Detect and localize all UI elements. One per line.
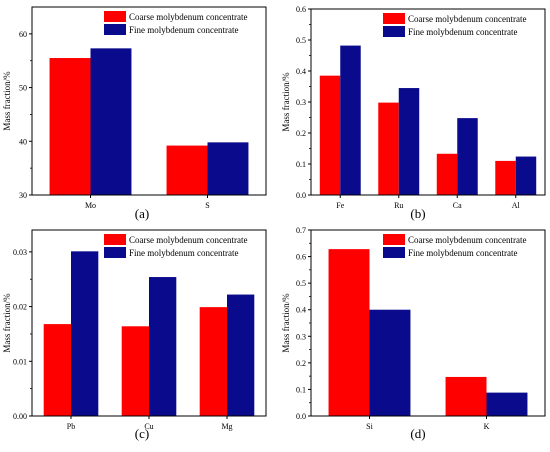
bar-coarse-ca xyxy=(436,153,458,195)
plot-frame xyxy=(31,6,267,196)
bar-fine-ca xyxy=(457,118,478,195)
legend-swatch-coarse xyxy=(383,234,405,245)
x-tick-label-mo: Mo xyxy=(85,201,96,210)
bar-fine-al xyxy=(515,156,537,195)
legend-label-coarse: Coarse molybdenum concentrate xyxy=(129,235,247,245)
bar-fine-ru xyxy=(398,88,420,195)
y-tick-label: 0.00 xyxy=(13,412,27,421)
bar-coarse-al xyxy=(495,160,516,195)
bar-fine-s xyxy=(207,142,249,195)
y-tick-label: 0.5 xyxy=(296,279,306,288)
y-tick-label: 0.4 xyxy=(296,306,306,315)
legend-label-fine: Fine molybdenum concentrate xyxy=(129,25,238,35)
bar-fine-fe xyxy=(340,45,361,195)
x-tick-label-s: S xyxy=(205,201,209,210)
y-tick-label: 0.0 xyxy=(296,191,306,200)
y-tick-label: 0.1 xyxy=(296,385,306,394)
panel-label: (c) xyxy=(135,426,149,441)
y-tick-label: 30 xyxy=(19,191,27,200)
legend-swatch-coarse xyxy=(104,11,126,22)
x-tick-label-mg: Mg xyxy=(221,422,232,431)
bar-coarse-mg xyxy=(199,307,227,416)
y-tick-label: 0.2 xyxy=(296,129,306,138)
legend-label-fine: Fine molybdenum concentrate xyxy=(129,248,238,258)
y-axis-title: Mass fraction/% xyxy=(281,72,291,132)
y-tick-label: 50 xyxy=(19,84,27,93)
y-tick-label: 0.2 xyxy=(296,359,306,368)
x-tick-label-al: Al xyxy=(512,201,521,210)
y-tick-label: 0.6 xyxy=(296,253,306,262)
chart-panel-2: Fe Ru Ca Al 0.0 0.1 0.2 0.3 0.4 0.5 0.6 Mass fracti… xyxy=(281,5,546,221)
y-tick-label: 0.3 xyxy=(296,332,306,341)
plot-frame xyxy=(31,229,267,417)
plot-frame xyxy=(310,8,546,196)
bar-coarse-si xyxy=(328,249,370,416)
x-tick-label-si: Si xyxy=(366,422,373,431)
chart-panel-1: Mo S 30 40 50 60 Mass fraction/% Coarse molybde… xyxy=(2,6,267,221)
panel-label: (a) xyxy=(135,206,149,221)
legend-swatch-fine xyxy=(383,247,405,258)
legend-swatch-fine xyxy=(383,26,405,37)
y-tick-label: 0.0 xyxy=(296,412,306,421)
legend-label-fine: Fine molybdenum concentrate xyxy=(408,248,517,258)
legend-label-coarse: Coarse molybdenum concentrate xyxy=(408,14,526,24)
plot-frame xyxy=(310,229,546,417)
legend-swatch-fine xyxy=(104,24,126,35)
legend-label-coarse: Coarse molybdenum concentrate xyxy=(129,12,247,22)
legend-label-fine: Fine molybdenum concentrate xyxy=(408,27,517,37)
bar-fine-si xyxy=(369,309,411,416)
y-tick-label: 0.02 xyxy=(13,303,27,312)
x-tick-label-pb: Pb xyxy=(67,422,75,431)
panel-label: (d) xyxy=(410,426,425,441)
y-tick-label: 0.01 xyxy=(13,357,27,366)
y-tick-label: 0.1 xyxy=(296,160,306,169)
chart-panel-3: Pb Cu Mg 0.00 0.01 0.02 0.03 Mass fraction/% Coa… xyxy=(2,229,267,441)
legend-swatch-fine xyxy=(104,247,126,258)
y-tick-label: 60 xyxy=(19,30,27,39)
bar-fine-pb xyxy=(71,251,99,416)
bar-coarse-k xyxy=(445,376,487,416)
y-tick-label: 0.5 xyxy=(296,36,306,45)
panel-label: (b) xyxy=(410,206,425,221)
x-tick-label-cu: Cu xyxy=(144,422,153,431)
bar-coarse-pb xyxy=(43,324,71,416)
bar-fine-mg xyxy=(227,294,255,416)
y-tick-label: 0.6 xyxy=(296,5,306,14)
x-tick-label-ca: Ca xyxy=(453,201,462,210)
legend-swatch-coarse xyxy=(104,234,126,245)
bar-fine-k xyxy=(486,392,528,416)
legend-label-coarse: Coarse molybdenum concentrate xyxy=(408,235,526,245)
y-tick-label: 0.4 xyxy=(296,67,306,76)
y-tick-label: 40 xyxy=(19,137,27,146)
bar-coarse-s xyxy=(166,145,208,195)
y-tick-label: 0.03 xyxy=(13,248,27,257)
bar-coarse-cu xyxy=(121,326,149,416)
bar-fine-mo xyxy=(90,48,132,195)
legend-swatch-coarse xyxy=(383,13,405,24)
x-tick-label-ru: Ru xyxy=(394,201,403,210)
x-tick-label-fe: Fe xyxy=(336,201,344,210)
y-tick-label: 0.3 xyxy=(296,98,306,107)
bar-coarse-mo xyxy=(49,58,91,196)
y-axis-title: Mass fraction/% xyxy=(281,293,291,353)
y-axis-title: Mass fraction/% xyxy=(2,293,12,353)
bar-coarse-ru xyxy=(378,102,399,195)
chart-panel-4: Si K 0.0 0.1 0.2 0.3 0.4 0.5 0.6 0.7 Mass fraction… xyxy=(281,226,546,441)
y-tick-label: 0.7 xyxy=(296,226,306,235)
bar-coarse-fe xyxy=(319,75,341,195)
bar-fine-cu xyxy=(149,277,177,416)
y-axis-title: Mass fraction/% xyxy=(2,71,12,131)
x-tick-label-k: K xyxy=(484,422,490,431)
